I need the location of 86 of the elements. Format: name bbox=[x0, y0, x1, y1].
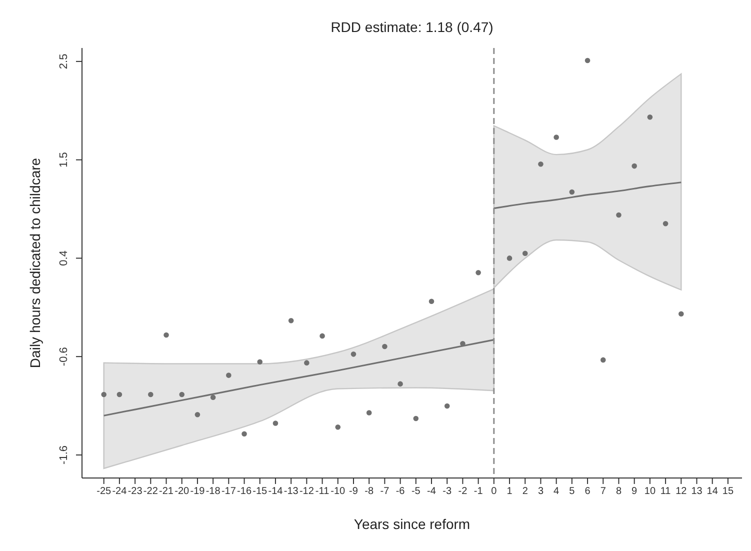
point bbox=[678, 311, 684, 317]
x-tick-label: 11 bbox=[660, 486, 672, 498]
point bbox=[242, 431, 247, 436]
x-tick-label: -13 bbox=[284, 486, 299, 498]
x-tick-label: -14 bbox=[268, 486, 284, 498]
point bbox=[413, 416, 419, 422]
x-tick-label: -23 bbox=[128, 486, 143, 498]
point bbox=[366, 410, 372, 416]
y-tick-label: 2.5 bbox=[58, 54, 70, 70]
x-tick-label: 10 bbox=[644, 486, 656, 498]
chart-title: RDD estimate: 1.18 (0.47) bbox=[330, 19, 494, 35]
x-tick-label: -19 bbox=[190, 486, 206, 498]
x-tick-label: 5 bbox=[569, 486, 576, 498]
x-tick-label: -6 bbox=[396, 486, 406, 498]
x-tick-label: -22 bbox=[143, 486, 158, 498]
point bbox=[538, 162, 544, 167]
point bbox=[662, 221, 668, 226]
x-tick-label: -1 bbox=[474, 486, 484, 498]
x-tick-label: 2 bbox=[522, 486, 528, 498]
point bbox=[257, 359, 263, 364]
x-tick-label: 9 bbox=[632, 486, 638, 498]
point bbox=[304, 360, 310, 366]
point bbox=[335, 424, 341, 430]
x-tick-label: 14 bbox=[706, 486, 718, 498]
point bbox=[522, 250, 528, 256]
x-tick-label: -15 bbox=[252, 486, 268, 498]
y-tick-label: -0.6 bbox=[58, 347, 70, 366]
y-tick-label: -1.6 bbox=[58, 445, 70, 464]
point bbox=[569, 189, 575, 195]
y-tick-label: 1.5 bbox=[58, 152, 70, 168]
x-tick-label: -21 bbox=[159, 486, 174, 498]
point bbox=[350, 352, 356, 357]
x-tick-label: -16 bbox=[237, 486, 252, 498]
x-tick-label: 0 bbox=[491, 486, 498, 498]
y-axis-title: Daily hours dedicated to childcare bbox=[27, 158, 43, 368]
point bbox=[210, 394, 216, 400]
x-tick-label: 6 bbox=[584, 486, 591, 498]
point bbox=[632, 163, 637, 169]
point bbox=[226, 372, 232, 378]
point bbox=[428, 298, 434, 304]
x-tick-label: 12 bbox=[676, 486, 688, 498]
x-tick-label: -17 bbox=[221, 486, 236, 498]
x-tick-label: -8 bbox=[364, 486, 374, 498]
point bbox=[647, 114, 653, 120]
x-tick-label: -18 bbox=[206, 486, 221, 498]
x-tick-label: 15 bbox=[722, 486, 734, 498]
point bbox=[506, 256, 512, 261]
x-tick-label: -25 bbox=[96, 486, 112, 498]
point bbox=[600, 357, 606, 363]
x-tick-label: -11 bbox=[315, 486, 330, 498]
x-axis-title: Years since reform bbox=[354, 516, 470, 532]
point bbox=[382, 344, 388, 350]
x-tick-label: 13 bbox=[691, 486, 703, 498]
x-tick-label: 7 bbox=[600, 486, 606, 498]
point bbox=[194, 412, 200, 418]
point bbox=[288, 318, 294, 324]
point bbox=[584, 58, 590, 64]
x-tick-label: -20 bbox=[174, 486, 190, 498]
point bbox=[179, 392, 185, 398]
point bbox=[101, 392, 106, 398]
x-tick-label: 4 bbox=[554, 486, 560, 498]
point bbox=[616, 212, 622, 218]
point bbox=[164, 332, 169, 338]
y-tick-label: 0.4 bbox=[58, 250, 70, 266]
x-tick-label: -9 bbox=[349, 486, 358, 498]
x-tick-label: -7 bbox=[380, 486, 390, 498]
x-tick-label: -10 bbox=[330, 486, 346, 498]
point bbox=[272, 420, 278, 426]
x-tick-label: -2 bbox=[458, 486, 468, 498]
x-tick-label: -5 bbox=[411, 486, 421, 498]
point bbox=[116, 392, 122, 398]
x-tick-label: 8 bbox=[616, 486, 622, 498]
line-series bbox=[493, 182, 682, 210]
point bbox=[398, 381, 403, 387]
point bbox=[320, 333, 325, 339]
line-series bbox=[103, 338, 495, 416]
x-tick-label: -3 bbox=[442, 486, 452, 498]
point bbox=[554, 134, 559, 140]
point bbox=[148, 392, 154, 398]
point bbox=[476, 270, 481, 276]
x-tick-label: -24 bbox=[112, 486, 128, 498]
point bbox=[444, 403, 450, 409]
x-tick-label: -4 bbox=[427, 486, 436, 498]
x-tick-label: 1 bbox=[506, 486, 513, 498]
x-tick-label: 3 bbox=[538, 486, 544, 498]
x-tick-label: -12 bbox=[299, 486, 314, 498]
